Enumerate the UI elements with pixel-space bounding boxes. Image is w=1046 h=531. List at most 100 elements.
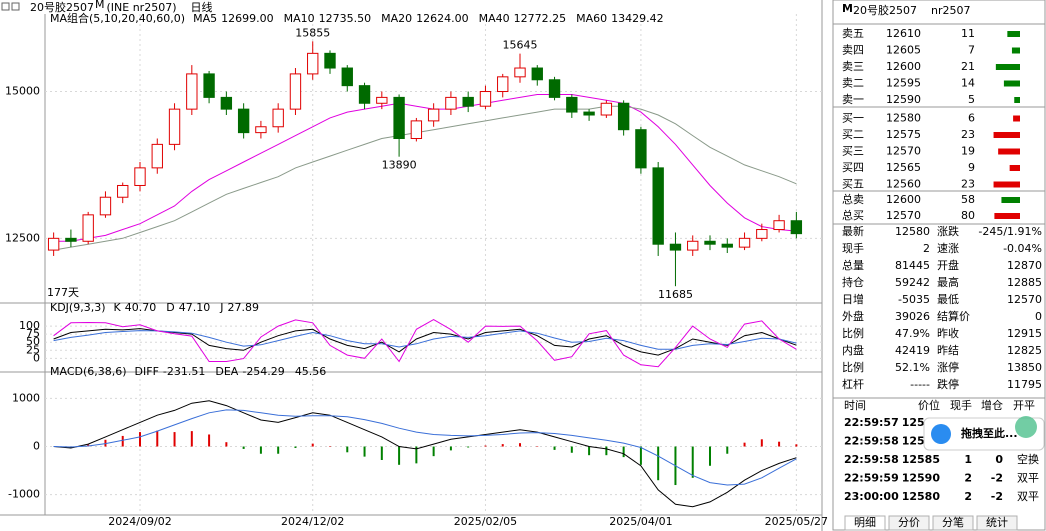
legend-value: 12624.00 (416, 12, 469, 25)
tab-label[interactable]: 统计 (986, 516, 1008, 529)
book-price: 12595 (886, 77, 921, 90)
quote-value: -0.04% (1003, 242, 1042, 255)
volume-bar (1011, 47, 1020, 54)
tick-hand: 2 (964, 472, 972, 485)
volume-bar (1003, 80, 1020, 87)
candle-body (738, 237, 751, 248)
popup-text[interactable]: 拖拽至此... (961, 426, 1018, 440)
candle-body (600, 102, 613, 116)
volume-bar (994, 213, 1020, 219)
line (53, 400, 797, 508)
candle-body (514, 67, 526, 78)
period[interactable]: 日线 (191, 0, 213, 14)
superscript: M (95, 0, 105, 11)
book-volume: 23 (961, 178, 975, 191)
line (53, 409, 797, 486)
candle-body (203, 73, 215, 98)
days-label: 177天 (47, 286, 79, 299)
tab-label[interactable]: 分笔 (942, 515, 964, 529)
extreme-label: 15855 (295, 26, 330, 39)
candle-body (134, 167, 146, 186)
candle-body (790, 220, 803, 235)
quote-label: 内盘 (842, 343, 864, 357)
window-title: 20号胶2507 (30, 0, 94, 14)
legend-name: MA60 (576, 12, 607, 25)
book-price: 12600 (886, 60, 921, 73)
quote-label: 最新 (842, 224, 864, 238)
quote-code: nr2507 (931, 4, 971, 17)
book-price: 12605 (886, 44, 921, 57)
quote-label: 最低 (937, 293, 959, 306)
candle-body (237, 108, 250, 134)
book-label: 卖五 (842, 27, 864, 40)
tab[interactable] (932, 515, 974, 531)
candle-body (669, 243, 682, 251)
candle-body (289, 73, 302, 110)
candle-body (358, 85, 371, 104)
quote-label: 昨结 (937, 344, 959, 357)
volume-bar (1013, 115, 1020, 122)
quote-label: 跌停 (937, 377, 959, 391)
tick-time: 22:59:59 (844, 472, 899, 485)
x-tick-label: 2024/12/02 (281, 515, 344, 528)
quote-value: 47.9% (895, 327, 930, 340)
candle-body (168, 108, 181, 145)
tick-oi: -2 (991, 472, 1003, 485)
y-tick-label: 75 (26, 327, 40, 340)
legend-name: K (114, 301, 122, 314)
quote-value: 12915 (1007, 327, 1042, 340)
book-volume: 6 (968, 112, 975, 125)
legend-name: MA10 (284, 12, 315, 25)
y-tick-label: 15000 (5, 85, 40, 98)
tick-oi: -2 (991, 490, 1003, 503)
legend-value: 27.89 (227, 301, 259, 314)
candle-body (445, 96, 457, 110)
tab[interactable] (888, 515, 930, 531)
book-label: 买五 (842, 178, 864, 191)
candle-body (47, 237, 60, 251)
book-volume: 23 (961, 128, 975, 141)
book-label: 卖三 (842, 60, 864, 73)
quote-value: 13850 (1007, 361, 1042, 374)
quote-value: 12570 (1007, 293, 1042, 306)
book-price: 12580 (886, 112, 921, 125)
candle-body (99, 196, 112, 216)
tick-price: 12580 (902, 490, 941, 503)
volume-bar (1009, 165, 1020, 171)
book-price: 12610 (886, 27, 921, 40)
assistant-icon[interactable] (1015, 416, 1037, 438)
icon (1, 2, 10, 11)
legend-value: 45.56 (295, 365, 327, 378)
quote-value: 12825 (1007, 344, 1042, 357)
tick-header: 现手 (950, 398, 972, 412)
x-tick-label: 2025/02/05 (454, 515, 517, 528)
quote-value: 2 (923, 242, 930, 255)
extreme-label: 13890 (382, 159, 417, 172)
book-price: 12600 (886, 193, 921, 206)
tab-label[interactable]: 分价 (898, 516, 920, 529)
candle-body (82, 214, 94, 242)
tick-time: 22:59:58 (844, 435, 899, 448)
book-label: 卖二 (842, 77, 864, 90)
quote-value: 12885 (1007, 276, 1042, 289)
tab-label[interactable]: 明细 (854, 516, 876, 529)
candle-body (566, 96, 578, 113)
candle-body (186, 73, 198, 110)
tab[interactable] (976, 515, 1018, 531)
popup-icon[interactable] (931, 424, 951, 444)
popup[interactable] (923, 417, 1045, 451)
book-price: 12565 (886, 161, 921, 174)
tab[interactable] (844, 515, 886, 531)
x-tick-label: 2024/09/02 (108, 515, 171, 528)
tick-header: 时间 (844, 399, 866, 412)
quote-value: 11795 (1007, 378, 1042, 391)
tick-header: 增仓 (981, 398, 1003, 412)
candle-body (393, 96, 405, 140)
legend-name: D (166, 301, 174, 314)
book-volume: 58 (961, 193, 975, 206)
quote-value: 39026 (895, 310, 930, 323)
badge-bg (840, 3, 850, 15)
book-price: 12570 (886, 209, 921, 222)
quote-label: 杠杆 (842, 377, 864, 391)
